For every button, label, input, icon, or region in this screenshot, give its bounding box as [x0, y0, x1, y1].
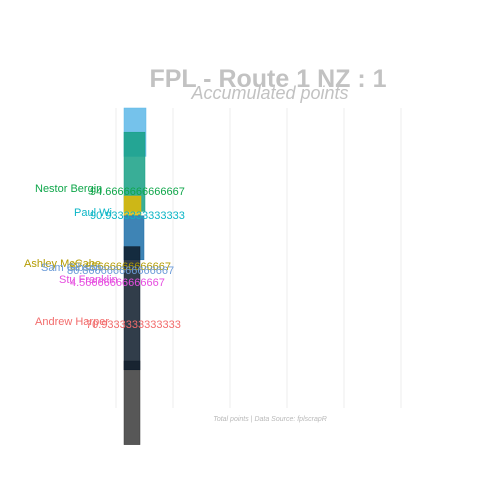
bar — [123, 246, 141, 371]
bars — [123, 107, 147, 445]
chart-caption: Total points | Data Source: fplscrapR — [213, 416, 327, 423]
bar-value-label: 94.6666666666667 — [90, 186, 185, 198]
bar-name-label: Paul Wi — [74, 207, 112, 219]
chart-title: FPL - Route 1 NZ : 1 — [149, 65, 386, 93]
bar-name-label: Sam Gibson — [41, 262, 102, 274]
gridlines — [115, 108, 402, 408]
bar-value-label: 4.56666666666667 — [70, 277, 165, 289]
bar-value-label: 87.65666666666667 — [70, 261, 171, 273]
chart-subtitle: Accumulated points — [190, 83, 348, 103]
bar-value-label: 70.9333333333333 — [86, 319, 181, 331]
bar-value-label: 90.9333333333333 — [90, 210, 185, 222]
bar-name-label: Andrew Harper — [35, 316, 109, 328]
bar-value-label: 86.866666666666667 — [67, 265, 174, 277]
bar-name-label: Stu Franklin — [59, 274, 118, 286]
bar-name-label: Nestor Bergin — [35, 183, 102, 195]
bar — [123, 360, 141, 445]
bar-name-label: Ashley McCabe — [24, 258, 101, 270]
